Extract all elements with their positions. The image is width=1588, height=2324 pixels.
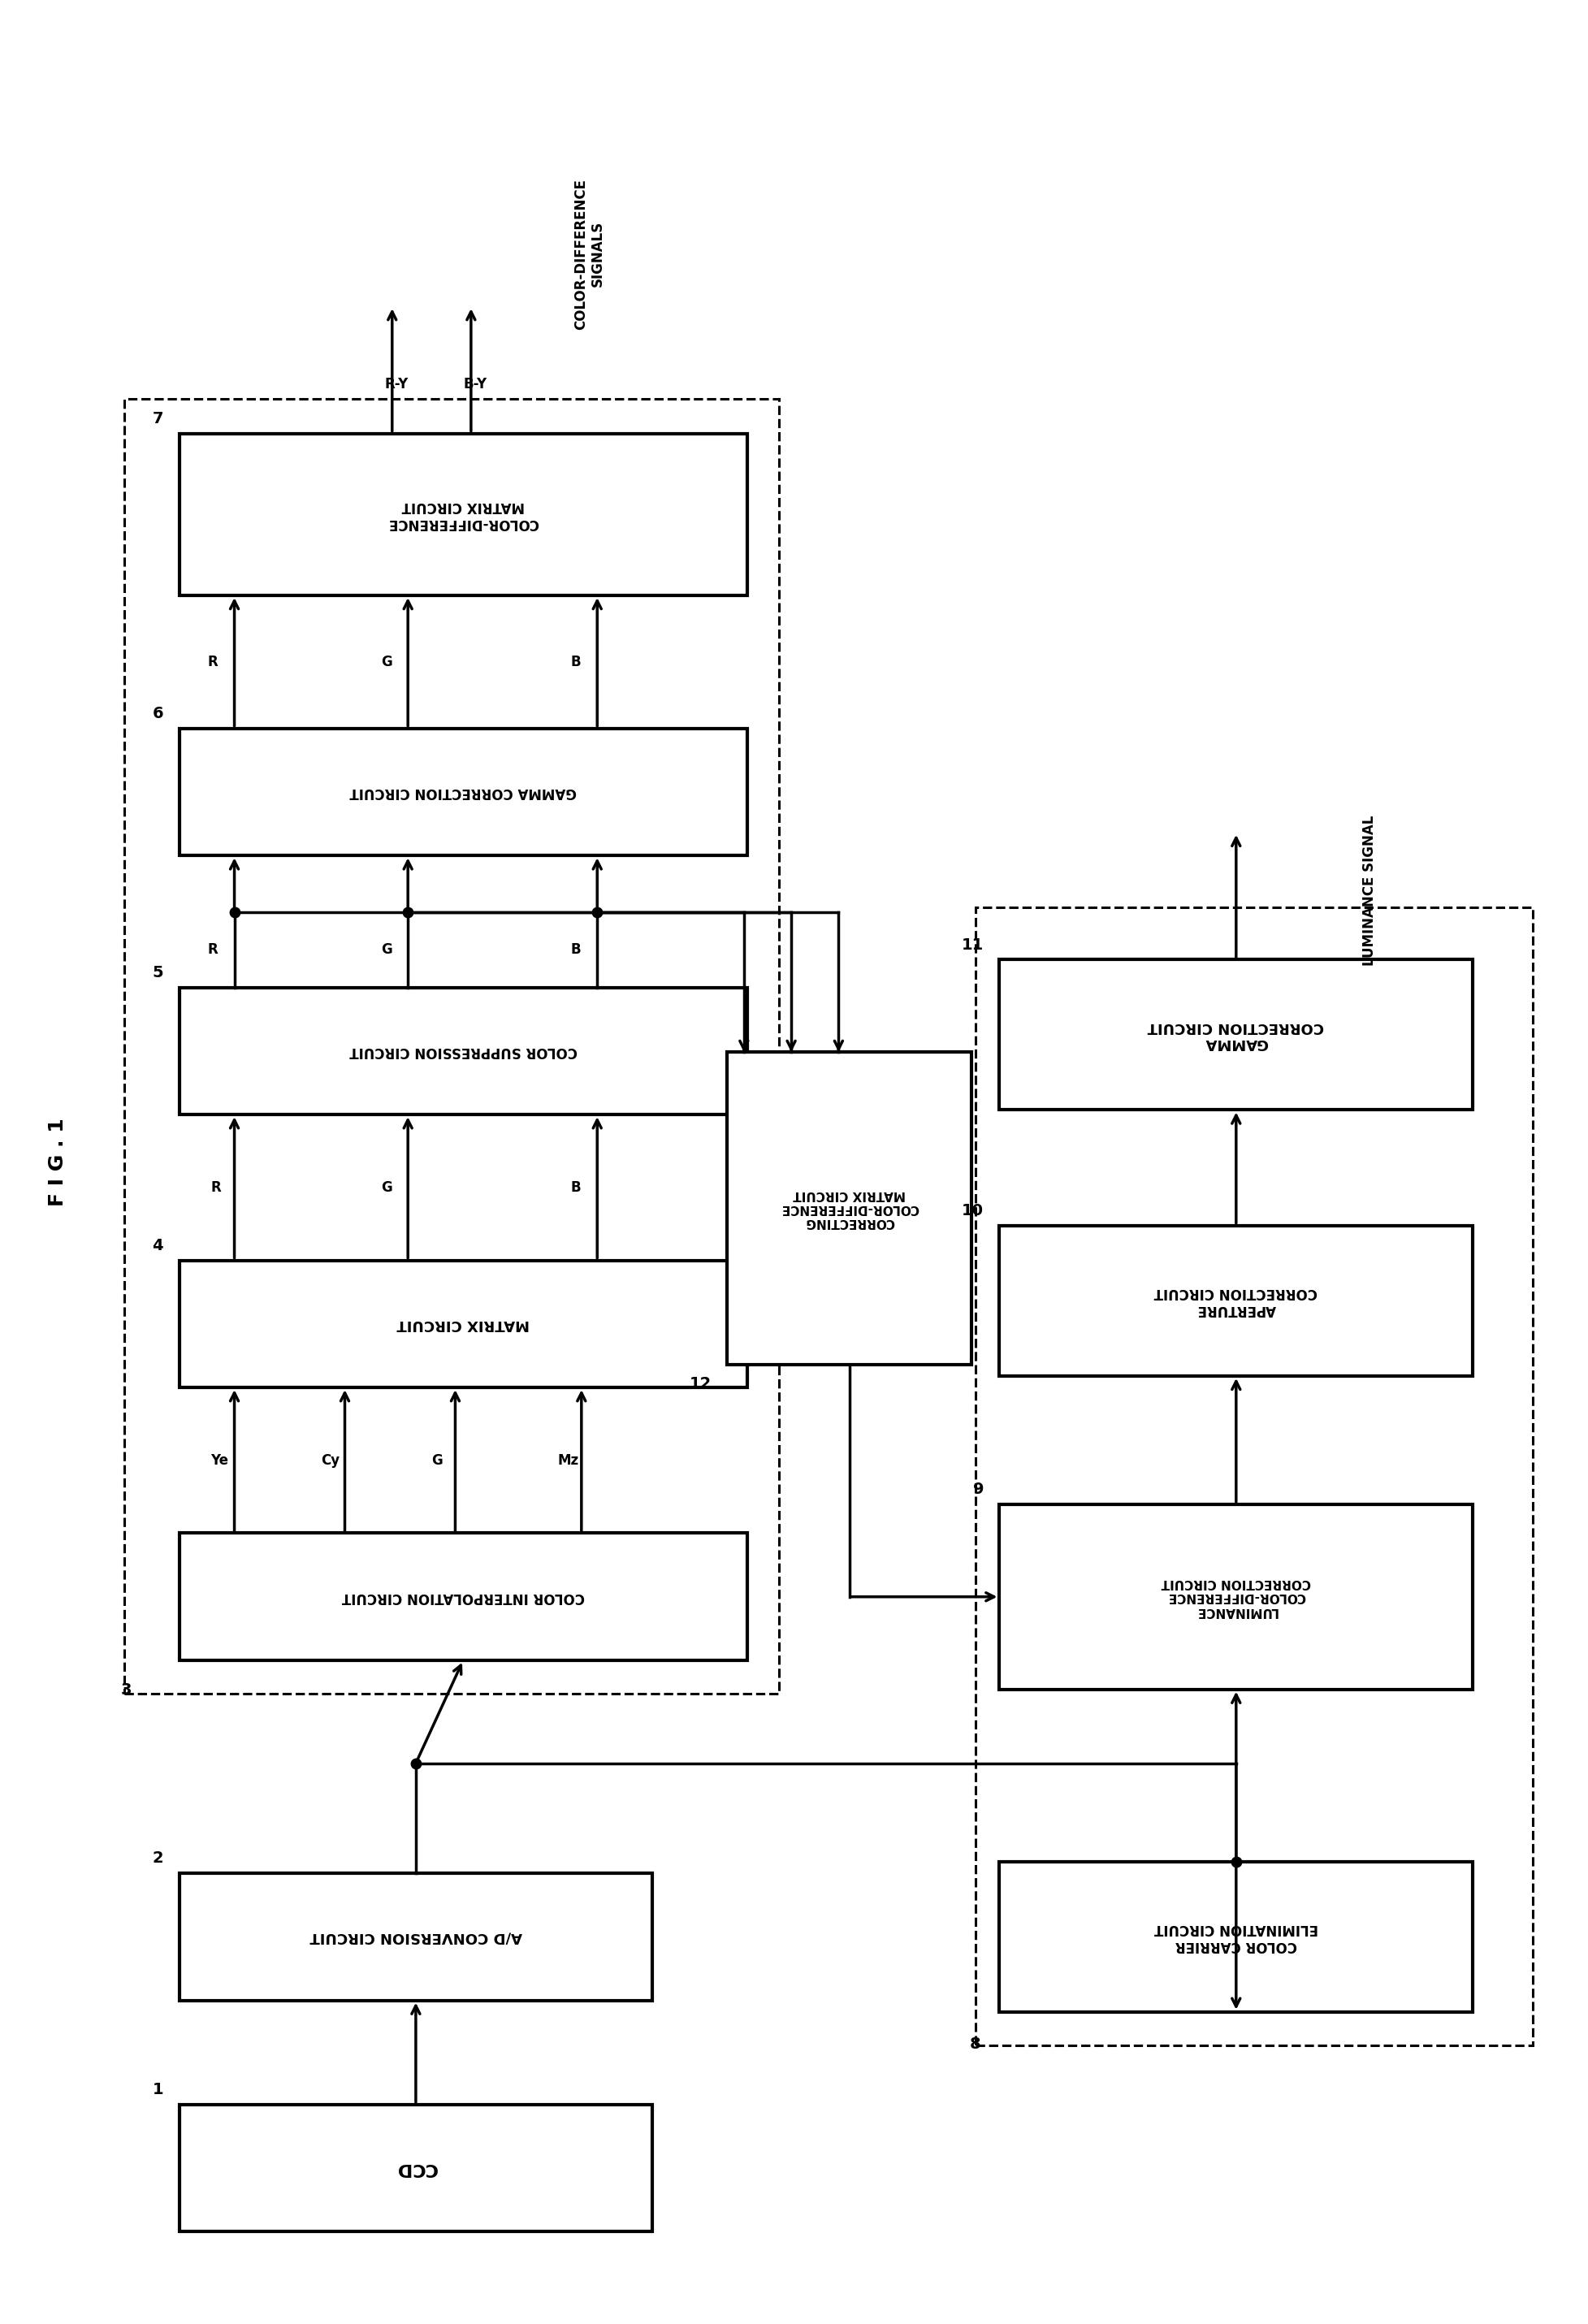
Text: Ye: Ye <box>211 1452 229 1469</box>
Bar <box>999 1862 1472 2013</box>
Text: 11: 11 <box>961 937 983 953</box>
Text: CORRECTING
COLOR-DIFFERENCE
MATRIX CIRCUIT: CORRECTING COLOR-DIFFERENCE MATRIX CIRCU… <box>780 1188 918 1229</box>
Bar <box>179 2106 653 2231</box>
Text: 10: 10 <box>961 1204 983 1218</box>
Bar <box>727 1053 972 1364</box>
Text: 5: 5 <box>152 964 164 981</box>
Text: GAMMA CORRECTION CIRCUIT: GAMMA CORRECTION CIRCUIT <box>349 786 576 799</box>
Text: R: R <box>208 655 218 669</box>
Bar <box>999 960 1472 1111</box>
Text: 3: 3 <box>121 1683 132 1699</box>
Text: MATRIX CIRCUIT: MATRIX CIRCUIT <box>397 1318 529 1332</box>
Bar <box>975 909 1532 2045</box>
Text: B-Y: B-Y <box>462 376 486 393</box>
Text: Mz: Mz <box>557 1452 578 1469</box>
Text: 2: 2 <box>152 1850 164 1866</box>
Bar <box>179 727 746 855</box>
Text: COLOR SUPPRESSION CIRCUIT: COLOR SUPPRESSION CIRCUIT <box>349 1043 576 1057</box>
Text: COLOR-DIFFERENCE
MATRIX CIRCUIT: COLOR-DIFFERENCE MATRIX CIRCUIT <box>387 500 538 530</box>
Text: 8: 8 <box>969 2036 980 2052</box>
Text: B: B <box>570 1181 580 1195</box>
Text: B: B <box>570 655 580 669</box>
Bar <box>179 988 746 1116</box>
Text: A/D CONVERSION CIRCUIT: A/D CONVERSION CIRCUIT <box>310 1929 522 1945</box>
Text: 4: 4 <box>152 1239 164 1253</box>
Text: Cy: Cy <box>321 1452 340 1469</box>
Text: LUMINANCE SIGNAL: LUMINANCE SIGNAL <box>1361 816 1377 964</box>
Bar <box>999 1225 1472 1376</box>
Bar <box>999 1504 1472 1690</box>
Bar <box>179 1873 653 2001</box>
Bar <box>179 1534 746 1659</box>
Bar <box>124 400 778 1694</box>
Text: F I G . 1: F I G . 1 <box>48 1118 67 1206</box>
Text: 7: 7 <box>152 411 164 428</box>
Text: APERTURE
CORRECTION CIRCUIT: APERTURE CORRECTION CIRCUIT <box>1154 1285 1316 1315</box>
Text: 12: 12 <box>689 1376 711 1392</box>
Text: G: G <box>381 1181 392 1195</box>
Text: G: G <box>432 1452 443 1469</box>
Text: CCD: CCD <box>395 2159 437 2175</box>
Text: LUMINANCE
COLOR-DIFFERENCE
CORRECTION CIRCUIT: LUMINANCE COLOR-DIFFERENCE CORRECTION CI… <box>1161 1576 1310 1618</box>
Text: R: R <box>208 944 218 957</box>
Bar <box>179 435 746 595</box>
Text: G: G <box>381 944 392 957</box>
Text: 9: 9 <box>972 1483 983 1497</box>
Text: COLOR INTERPOLATION CIRCUIT: COLOR INTERPOLATION CIRCUIT <box>341 1590 584 1604</box>
Bar <box>179 1260 746 1387</box>
Text: COLOR CARRIER
ELIMINATION CIRCUIT: COLOR CARRIER ELIMINATION CIRCUIT <box>1153 1922 1318 1952</box>
Text: R: R <box>211 1181 221 1195</box>
Text: B: B <box>570 944 580 957</box>
Text: COLOR-DIFFERENCE
SIGNALS: COLOR-DIFFERENCE SIGNALS <box>573 179 605 330</box>
Text: 6: 6 <box>152 706 164 720</box>
Text: R-Y: R-Y <box>384 376 408 393</box>
Text: 1: 1 <box>152 2082 164 2099</box>
Text: GAMMA
CORRECTION CIRCUIT: GAMMA CORRECTION CIRCUIT <box>1147 1018 1324 1050</box>
Text: G: G <box>381 655 392 669</box>
